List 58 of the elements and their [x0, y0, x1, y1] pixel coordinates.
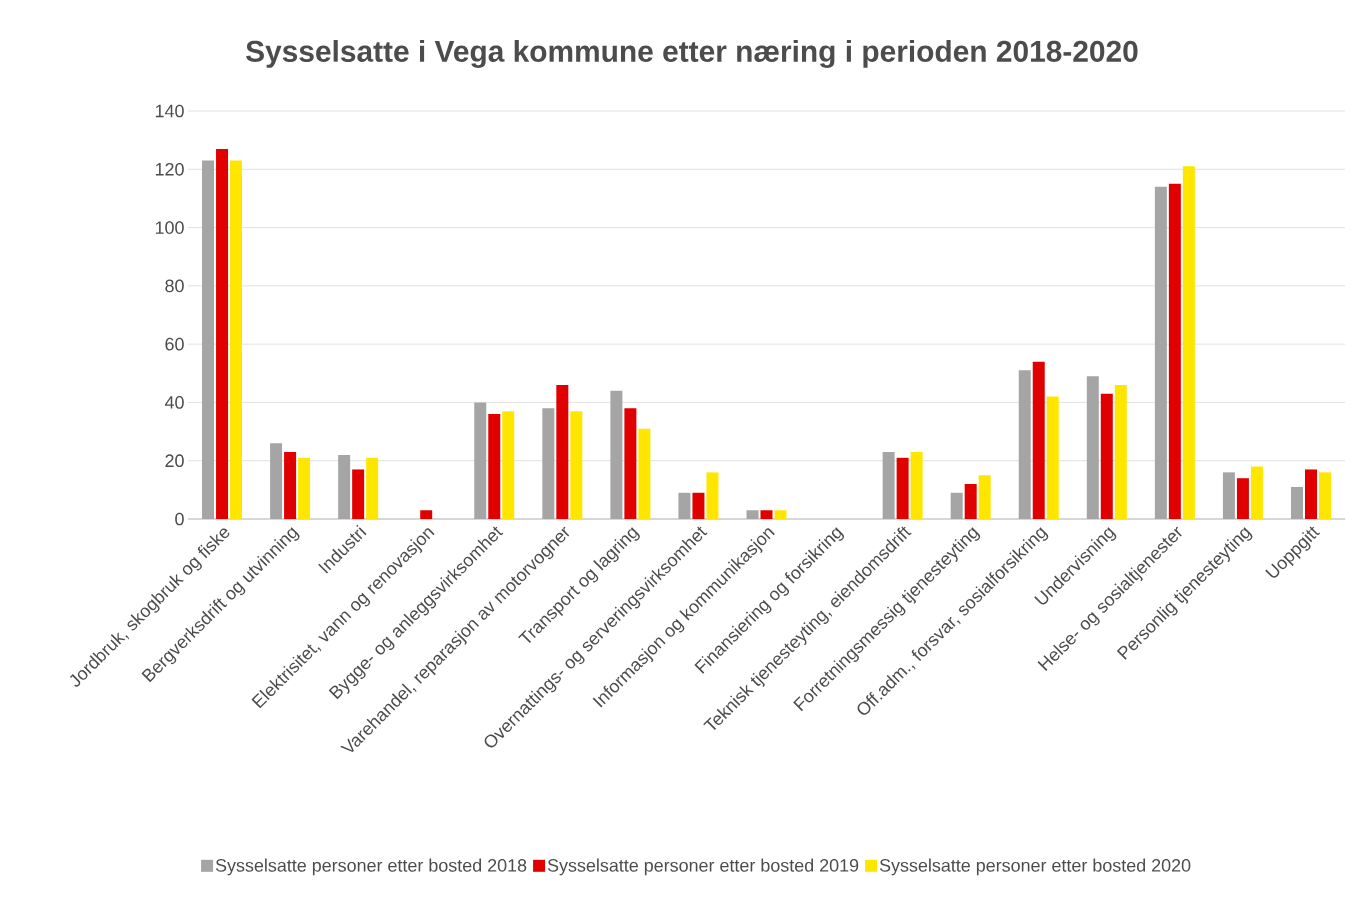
bar: [624, 408, 637, 519]
bar: [298, 457, 311, 519]
bar: [474, 402, 487, 519]
bar: [896, 457, 909, 519]
bar: [1018, 370, 1031, 519]
legend-label: Sysselsatte personer etter bosted 2019: [547, 858, 859, 876]
bar: [638, 428, 651, 519]
bar: [610, 390, 623, 519]
bar: [570, 411, 583, 519]
bar: [1222, 472, 1235, 519]
bar: [338, 454, 351, 519]
legend-label: Sysselsatte personer etter bosted 2018: [215, 858, 527, 876]
legend-label: Sysselsatte personer etter bosted 2020: [879, 858, 1191, 876]
bar: [910, 451, 923, 519]
bar: [678, 492, 691, 519]
bar: [202, 160, 215, 519]
y-tick-label: 0: [175, 512, 184, 526]
bar: [352, 469, 365, 519]
y-tick-label: 120: [155, 162, 184, 176]
y-tick-label: 40: [164, 396, 184, 409]
bar: [950, 492, 963, 519]
bar: [366, 457, 379, 519]
bar: [1290, 486, 1303, 519]
bar: [964, 484, 977, 519]
bar: [774, 510, 787, 519]
chart-title: Sysselsatte i Vega kommune etter næring i perioden 2018-2020: [246, 39, 1138, 68]
bar: [1304, 469, 1317, 519]
bar: [270, 443, 283, 519]
bar: [542, 408, 555, 519]
bar: [1236, 478, 1249, 519]
bar: [978, 475, 991, 519]
bar: [1154, 186, 1167, 519]
bar: [1032, 361, 1045, 519]
bar: [692, 492, 705, 519]
bar: [1114, 384, 1127, 519]
bar: [1086, 376, 1099, 519]
bar: [216, 148, 229, 519]
y-tick-label: 60: [165, 337, 184, 351]
y-tick-label: 20: [165, 454, 184, 468]
bar: [882, 451, 895, 519]
bar: [556, 384, 569, 519]
bar: [706, 472, 719, 519]
bar: [284, 451, 297, 519]
bar: [502, 411, 515, 519]
bar: [1250, 466, 1263, 519]
bar: [420, 510, 433, 519]
bar: [488, 414, 501, 519]
bar: [230, 160, 243, 519]
y-tick-label: 100: [155, 221, 184, 234]
bar: [1318, 472, 1331, 519]
y-tick-label: 140: [155, 104, 184, 118]
bar: [746, 510, 759, 519]
bar: [1100, 393, 1113, 519]
y-tick-label: 80: [165, 279, 184, 293]
bar: [760, 510, 773, 519]
bar: [1046, 396, 1059, 519]
bar: [1168, 183, 1181, 519]
bar: [1182, 166, 1195, 519]
